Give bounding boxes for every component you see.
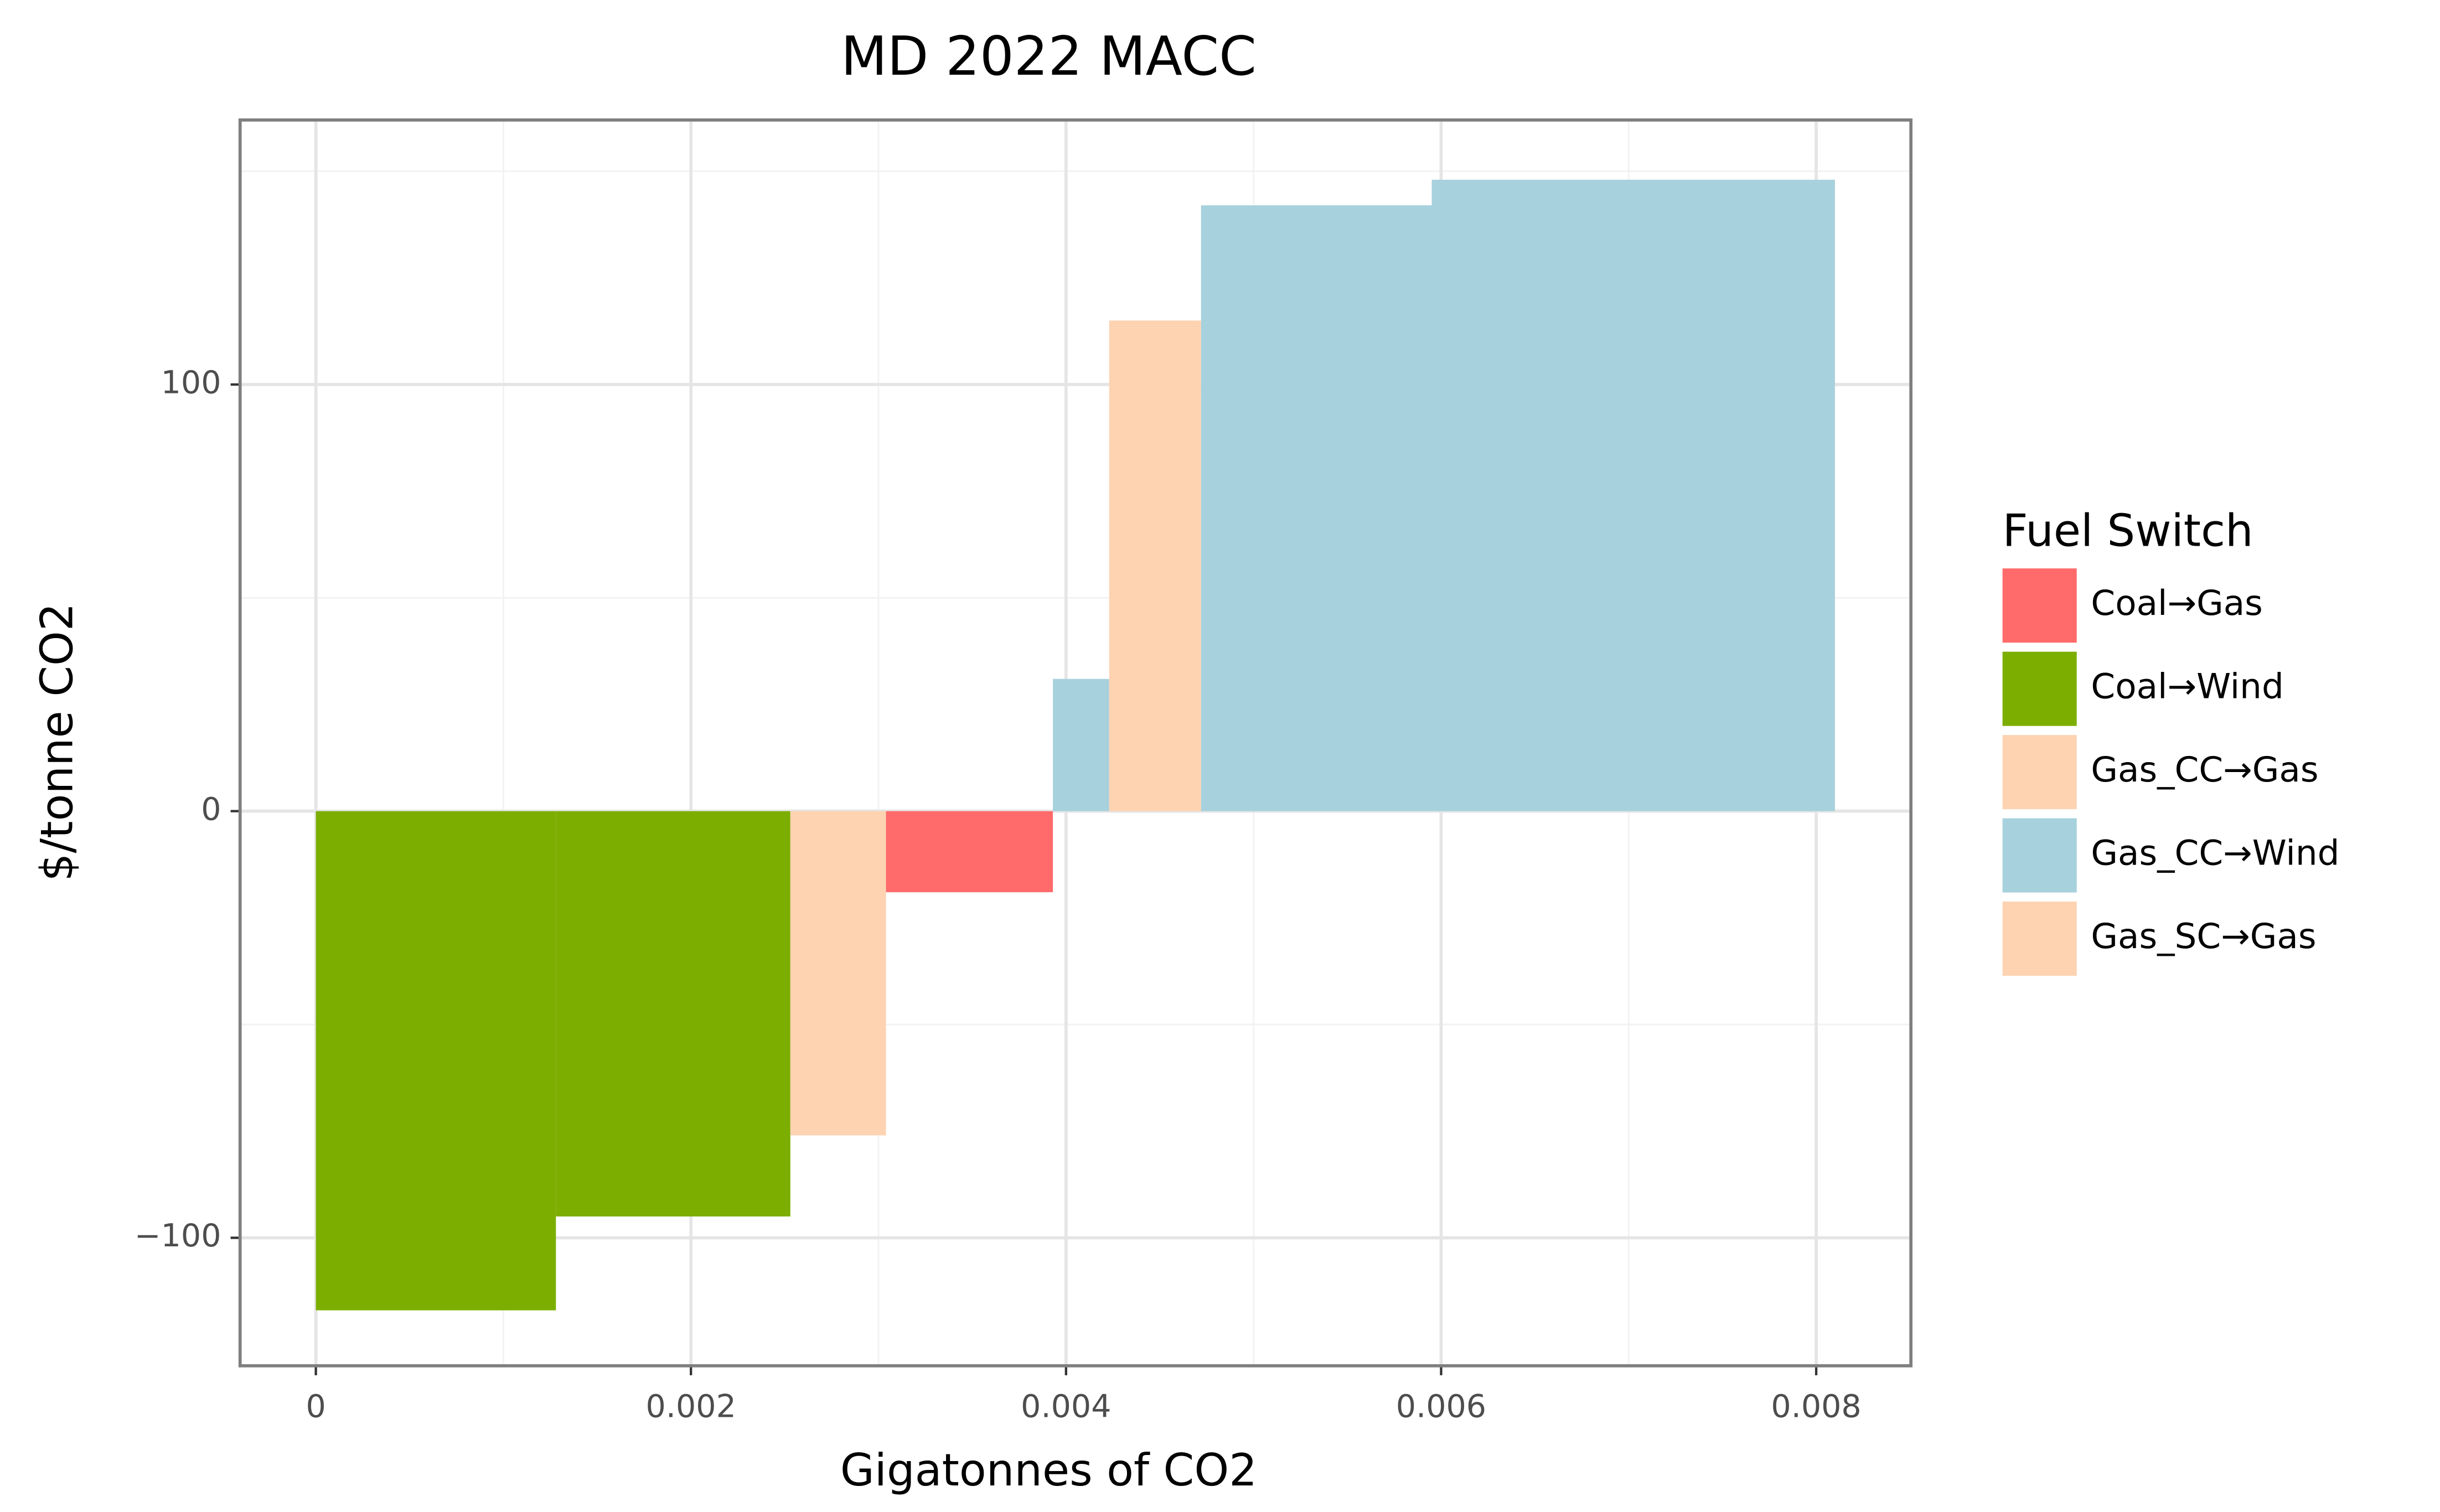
y-tick-label: 100 (161, 364, 221, 401)
legend-key (2002, 568, 2077, 643)
bar (1109, 320, 1201, 811)
bar (556, 811, 790, 1217)
legend-label: Gas_CC→Wind (2091, 833, 2339, 873)
legend-key (2002, 735, 2077, 810)
legend-label: Gas_CC→Gas (2091, 749, 2318, 790)
x-tick-label: 0 (306, 1388, 325, 1425)
bar (790, 811, 886, 1136)
y-axis-label: $/tonne CO2 (31, 603, 82, 881)
legend-label: Coal→Gas (2091, 583, 2262, 623)
legend-key (2002, 651, 2077, 726)
plot-border (238, 118, 1913, 1368)
bar (886, 811, 1053, 893)
legend-key (2002, 818, 2077, 893)
x-axis-label: Gigatonnes of CO2 (840, 1444, 1257, 1496)
chart-title: MD 2022 MACC (841, 25, 1257, 87)
bar (316, 811, 556, 1311)
x-tick-label: 0.006 (1396, 1388, 1486, 1425)
bar (1201, 205, 1432, 811)
x-tick-label: 0.002 (646, 1388, 736, 1425)
y-tick-label: −100 (135, 1218, 221, 1254)
bar (1053, 679, 1109, 811)
legend-key (2002, 902, 2077, 976)
legend-label: Gas_SC→Gas (2091, 916, 2316, 956)
legend-label: Coal→Wind (2091, 666, 2283, 707)
x-tick-label: 0.004 (1021, 1388, 1111, 1425)
legend-title: Fuel Switch (2003, 505, 2253, 556)
y-tick-label: 0 (201, 791, 221, 827)
x-tick-label: 0.008 (1771, 1388, 1861, 1425)
bar (1431, 179, 1835, 811)
